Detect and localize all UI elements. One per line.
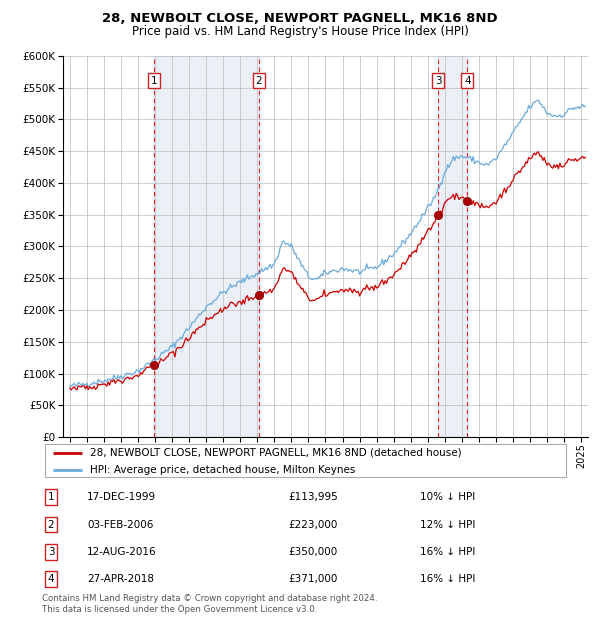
Text: 27-APR-2018: 27-APR-2018 bbox=[87, 574, 154, 584]
Text: 2: 2 bbox=[256, 76, 262, 86]
Text: 2: 2 bbox=[47, 520, 55, 529]
Text: 3: 3 bbox=[435, 76, 442, 86]
Text: HPI: Average price, detached house, Milton Keynes: HPI: Average price, detached house, Milt… bbox=[89, 464, 355, 475]
Text: 28, NEWBOLT CLOSE, NEWPORT PAGNELL, MK16 8ND: 28, NEWBOLT CLOSE, NEWPORT PAGNELL, MK16… bbox=[102, 12, 498, 25]
Text: 12% ↓ HPI: 12% ↓ HPI bbox=[420, 520, 475, 529]
Bar bbox=[439, 56, 467, 437]
Text: 4: 4 bbox=[464, 76, 470, 86]
Text: £113,995: £113,995 bbox=[288, 492, 338, 502]
FancyBboxPatch shape bbox=[44, 445, 566, 477]
Text: 16% ↓ HPI: 16% ↓ HPI bbox=[420, 574, 475, 584]
Text: 12-AUG-2016: 12-AUG-2016 bbox=[87, 547, 157, 557]
Text: 16% ↓ HPI: 16% ↓ HPI bbox=[420, 547, 475, 557]
Text: Price paid vs. HM Land Registry's House Price Index (HPI): Price paid vs. HM Land Registry's House … bbox=[131, 25, 469, 38]
Text: 10% ↓ HPI: 10% ↓ HPI bbox=[420, 492, 475, 502]
Text: 1: 1 bbox=[47, 492, 55, 502]
Text: 1: 1 bbox=[151, 76, 158, 86]
Text: 4: 4 bbox=[47, 574, 55, 584]
Text: £350,000: £350,000 bbox=[288, 547, 337, 557]
Text: Contains HM Land Registry data © Crown copyright and database right 2024.
This d: Contains HM Land Registry data © Crown c… bbox=[42, 595, 377, 614]
Text: 3: 3 bbox=[47, 547, 55, 557]
Text: 03-FEB-2006: 03-FEB-2006 bbox=[87, 520, 154, 529]
Text: £223,000: £223,000 bbox=[288, 520, 337, 529]
Text: £371,000: £371,000 bbox=[288, 574, 337, 584]
Text: 28, NEWBOLT CLOSE, NEWPORT PAGNELL, MK16 8ND (detached house): 28, NEWBOLT CLOSE, NEWPORT PAGNELL, MK16… bbox=[89, 448, 461, 458]
Bar bbox=[154, 56, 259, 437]
Text: 17-DEC-1999: 17-DEC-1999 bbox=[87, 492, 156, 502]
